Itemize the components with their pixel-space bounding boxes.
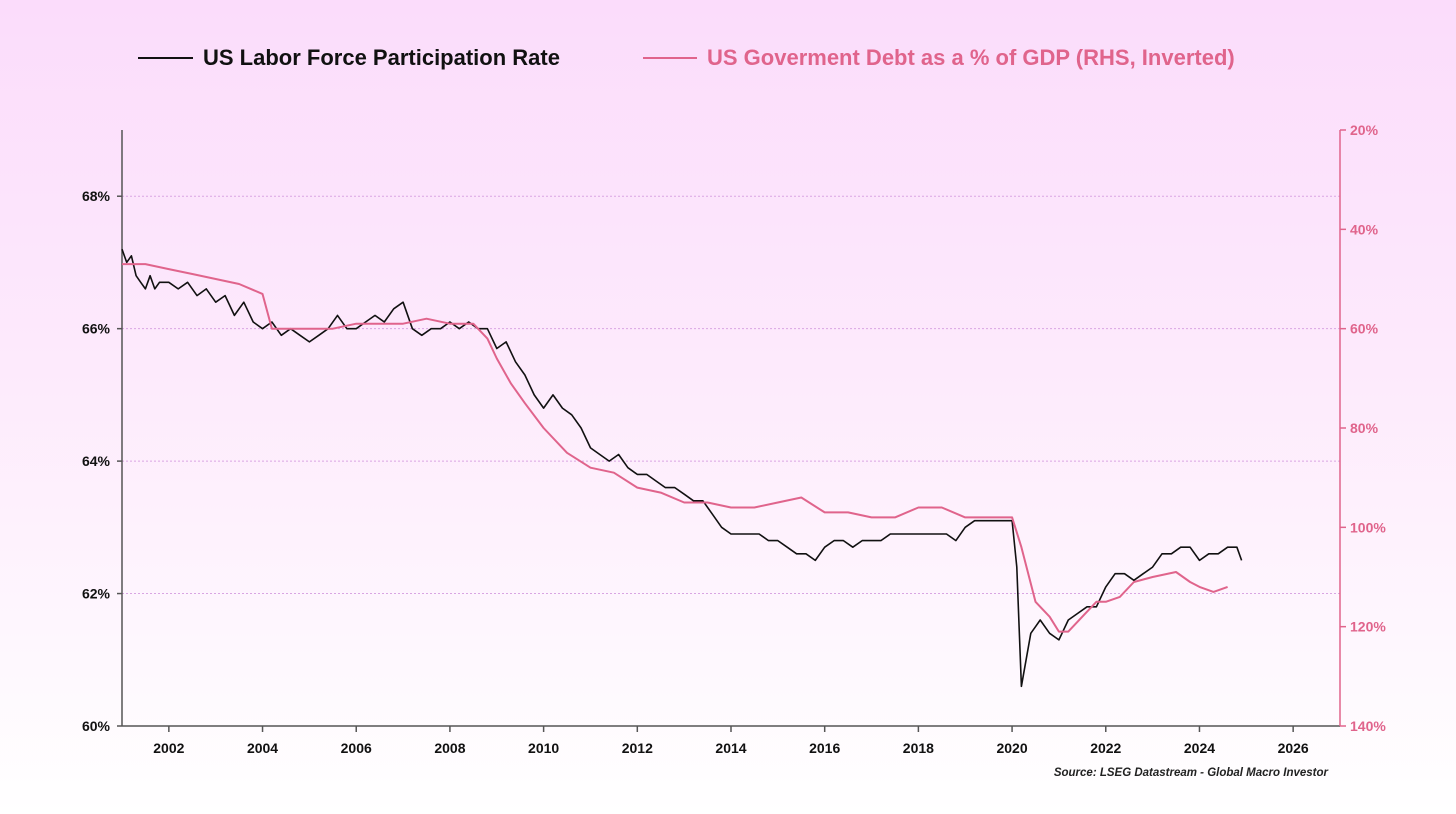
x-tick-label: 2004	[247, 740, 278, 756]
series-line-labor-force	[121, 248, 1243, 688]
left-tick-label: 60%	[82, 718, 111, 734]
legend: US Labor Force Participation Rate US Gov…	[138, 45, 1235, 70]
right-tick-label: 100%	[1350, 519, 1386, 535]
legend-label-left: US Labor Force Participation Rate	[203, 45, 560, 70]
x-tick-label: 2014	[715, 740, 746, 756]
left-tick-label: 64%	[82, 453, 111, 469]
right-tick-label: 40%	[1350, 221, 1379, 237]
x-tick-label: 2010	[528, 740, 559, 756]
x-tick-label: 2016	[809, 740, 840, 756]
x-tick-label: 2022	[1090, 740, 1121, 756]
x-tick-label: 2026	[1278, 740, 1309, 756]
left-tick-label: 62%	[82, 586, 111, 602]
right-tick-label: 60%	[1350, 321, 1379, 337]
source-note: Source: LSEG Datastream - Global Macro I…	[1054, 767, 1329, 779]
series-layer	[121, 248, 1243, 688]
tick-labels: 60% 62% 64% 66% 68% 20% 40% 60% 80% 100% 120% 140% 2…	[82, 122, 1386, 756]
x-tick-label: 2024	[1184, 740, 1215, 756]
right-tick-label: 140%	[1350, 718, 1386, 734]
x-tick-label: 2012	[622, 740, 653, 756]
series-line-debt-gdp	[122, 263, 1228, 633]
gridlines	[122, 195, 1340, 595]
right-tick-label: 20%	[1350, 122, 1379, 138]
legend-label-right: US Goverment Debt as a % of GDP (RHS, In…	[707, 45, 1235, 70]
x-tick-label: 2018	[903, 740, 934, 756]
x-tick-label: 2008	[434, 740, 465, 756]
left-tick-label: 68%	[82, 188, 111, 204]
axes	[117, 129, 1346, 732]
right-tick-label: 120%	[1350, 619, 1386, 635]
x-tick-label: 2002	[153, 740, 184, 756]
left-tick-label: 66%	[82, 321, 111, 337]
x-tick-label: 2020	[996, 740, 1027, 756]
x-tick-label: 2006	[341, 740, 372, 756]
right-tick-label: 80%	[1350, 420, 1379, 436]
